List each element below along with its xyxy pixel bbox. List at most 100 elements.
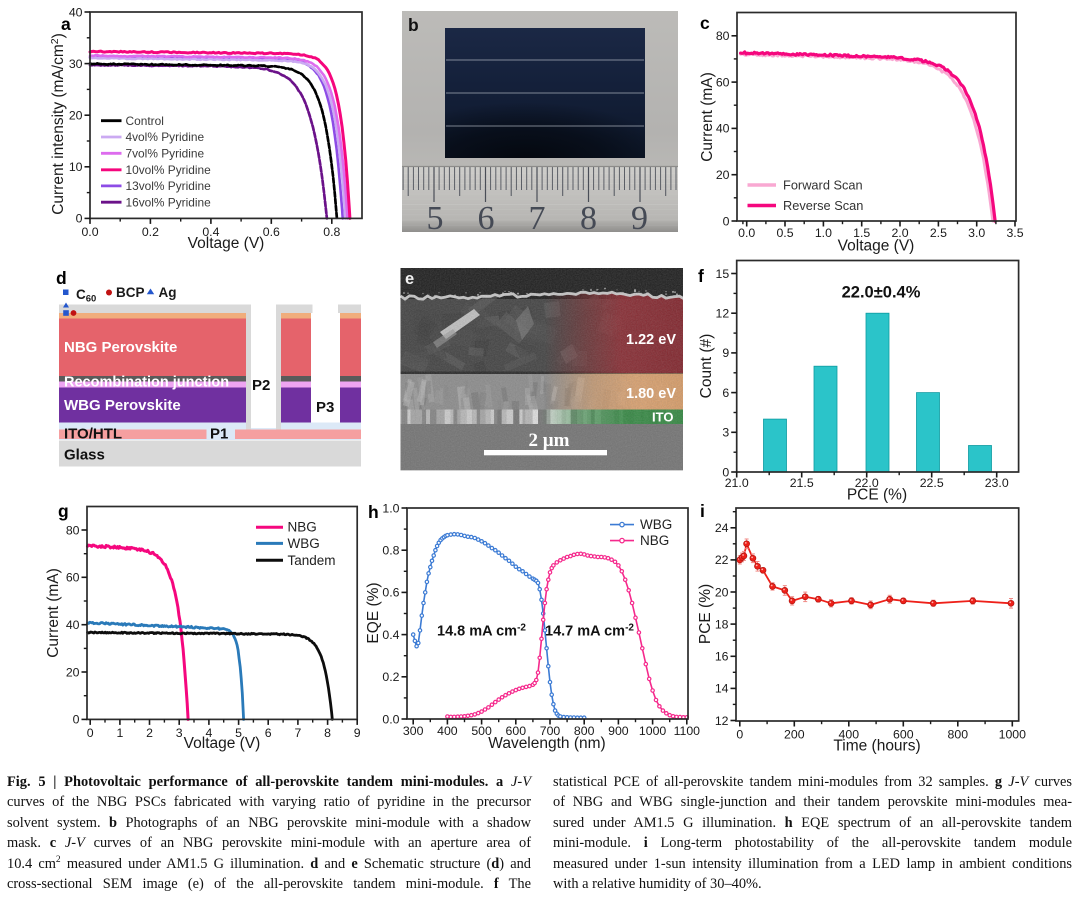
svg-text:2: 2 xyxy=(146,726,153,740)
svg-text:6: 6 xyxy=(265,726,272,740)
svg-text:5: 5 xyxy=(235,726,242,740)
svg-text:3: 3 xyxy=(722,426,729,440)
svg-text:Time (hours): Time (hours) xyxy=(833,738,920,755)
svg-text:1000: 1000 xyxy=(999,728,1027,742)
svg-text:20: 20 xyxy=(715,585,729,599)
svg-text:ITO: ITO xyxy=(652,410,673,425)
svg-text:g: g xyxy=(58,501,69,521)
svg-text:0.0: 0.0 xyxy=(81,225,98,239)
svg-text:PCE (%): PCE (%) xyxy=(697,584,714,644)
svg-text:4vol% Pyridine: 4vol% Pyridine xyxy=(126,130,205,144)
svg-text:WBG: WBG xyxy=(288,536,320,551)
svg-text:3: 3 xyxy=(176,726,183,740)
svg-text:a: a xyxy=(61,14,71,34)
svg-text:EQE (%): EQE (%) xyxy=(365,582,382,643)
svg-text:7vol% Pyridine: 7vol% Pyridine xyxy=(126,146,205,160)
svg-text:60: 60 xyxy=(66,571,80,585)
svg-text:13vol% Pyridine: 13vol% Pyridine xyxy=(126,179,212,193)
svg-text:500: 500 xyxy=(471,724,492,738)
svg-text:Tandem: Tandem xyxy=(288,553,336,568)
svg-text:ITO/HTL: ITO/HTL xyxy=(64,426,122,443)
svg-text:Control: Control xyxy=(126,114,164,128)
svg-text:21.5: 21.5 xyxy=(790,476,814,490)
svg-text:P3: P3 xyxy=(316,399,334,416)
svg-text:6: 6 xyxy=(722,386,729,400)
svg-text:Voltage (V): Voltage (V) xyxy=(838,238,915,255)
svg-text:800: 800 xyxy=(948,728,969,742)
svg-text:C60: C60 xyxy=(76,287,96,305)
svg-text:9: 9 xyxy=(354,726,361,740)
svg-text:60: 60 xyxy=(716,75,730,89)
svg-text:NBG: NBG xyxy=(288,520,317,535)
svg-text:6: 6 xyxy=(478,200,495,237)
svg-text:10: 10 xyxy=(69,160,83,174)
svg-text:h: h xyxy=(368,502,379,522)
svg-text:P1: P1 xyxy=(210,426,228,443)
svg-text:2 µm: 2 µm xyxy=(528,430,569,451)
svg-text:20: 20 xyxy=(66,665,80,679)
svg-text:Glass: Glass xyxy=(64,447,105,464)
svg-text:700: 700 xyxy=(540,724,561,738)
svg-text:14: 14 xyxy=(715,682,729,696)
svg-text:1.80 eV: 1.80 eV xyxy=(626,386,676,402)
svg-text:12: 12 xyxy=(716,307,730,321)
svg-text:Wavelength (nm): Wavelength (nm) xyxy=(488,735,605,752)
svg-text:80: 80 xyxy=(66,523,80,537)
svg-text:0.8: 0.8 xyxy=(382,544,399,558)
svg-text:Voltage (V): Voltage (V) xyxy=(184,735,261,752)
svg-text:1: 1 xyxy=(116,726,123,740)
svg-text:0.0: 0.0 xyxy=(738,226,755,240)
svg-text:300: 300 xyxy=(403,724,424,738)
svg-text:12: 12 xyxy=(715,714,729,728)
svg-text:d: d xyxy=(56,268,67,288)
svg-text:WBG Perovskite: WBG Perovskite xyxy=(64,397,181,414)
svg-text:BCP: BCP xyxy=(116,285,145,300)
svg-text:14.7 mA cm-2: 14.7 mA cm-2 xyxy=(545,623,634,640)
svg-text:0.8: 0.8 xyxy=(323,225,340,239)
svg-text:PCE (%): PCE (%) xyxy=(847,487,907,504)
svg-text:8: 8 xyxy=(324,726,331,740)
svg-text:0: 0 xyxy=(73,713,80,727)
svg-text:22.5: 22.5 xyxy=(920,476,944,490)
svg-text:b: b xyxy=(408,15,419,35)
svg-text:600: 600 xyxy=(506,724,527,738)
svg-text:800: 800 xyxy=(574,724,595,738)
svg-text:9: 9 xyxy=(631,200,648,237)
svg-text:2.0: 2.0 xyxy=(891,226,908,240)
svg-text:30: 30 xyxy=(69,57,83,71)
svg-text:Reverse Scan: Reverse Scan xyxy=(783,198,863,213)
svg-text:24: 24 xyxy=(715,521,729,535)
svg-text:1.0: 1.0 xyxy=(815,226,832,240)
svg-text:Voltage (V): Voltage (V) xyxy=(188,235,265,252)
svg-text:2.5: 2.5 xyxy=(930,226,947,240)
svg-text:22.0: 22.0 xyxy=(855,476,879,490)
svg-text:7: 7 xyxy=(529,200,546,237)
svg-text:e: e xyxy=(405,270,414,288)
svg-text:40: 40 xyxy=(716,122,730,136)
svg-text:0.6: 0.6 xyxy=(263,225,280,239)
svg-text:1100: 1100 xyxy=(674,724,701,738)
svg-text:0.4: 0.4 xyxy=(382,628,399,642)
svg-text:0.5: 0.5 xyxy=(776,226,793,240)
svg-text:i: i xyxy=(700,501,705,521)
svg-text:0.0: 0.0 xyxy=(382,712,399,726)
svg-text:NBG Perovskite: NBG Perovskite xyxy=(64,339,177,356)
svg-text:22.0±0.4%: 22.0±0.4% xyxy=(842,284,921,302)
svg-text:8: 8 xyxy=(580,200,597,237)
svg-text:WBG: WBG xyxy=(640,517,672,532)
svg-text:0.2: 0.2 xyxy=(142,225,159,239)
svg-text:1000: 1000 xyxy=(639,724,667,738)
svg-text:0: 0 xyxy=(76,212,83,226)
svg-text:16vol% Pyridine: 16vol% Pyridine xyxy=(126,195,212,209)
svg-text:23.0: 23.0 xyxy=(985,476,1009,490)
svg-text:0.2: 0.2 xyxy=(382,670,399,684)
svg-text:1.22 eV: 1.22 eV xyxy=(626,332,676,348)
svg-text:14.8 mA cm-2: 14.8 mA cm-2 xyxy=(437,623,526,640)
svg-text:0.4: 0.4 xyxy=(202,225,219,239)
svg-text:c: c xyxy=(700,13,710,33)
svg-text:600: 600 xyxy=(893,728,914,742)
svg-text:Recombination junction: Recombination junction xyxy=(64,375,229,391)
svg-text:18: 18 xyxy=(715,617,729,631)
svg-text:21.0: 21.0 xyxy=(725,476,749,490)
svg-text:20: 20 xyxy=(69,109,83,123)
